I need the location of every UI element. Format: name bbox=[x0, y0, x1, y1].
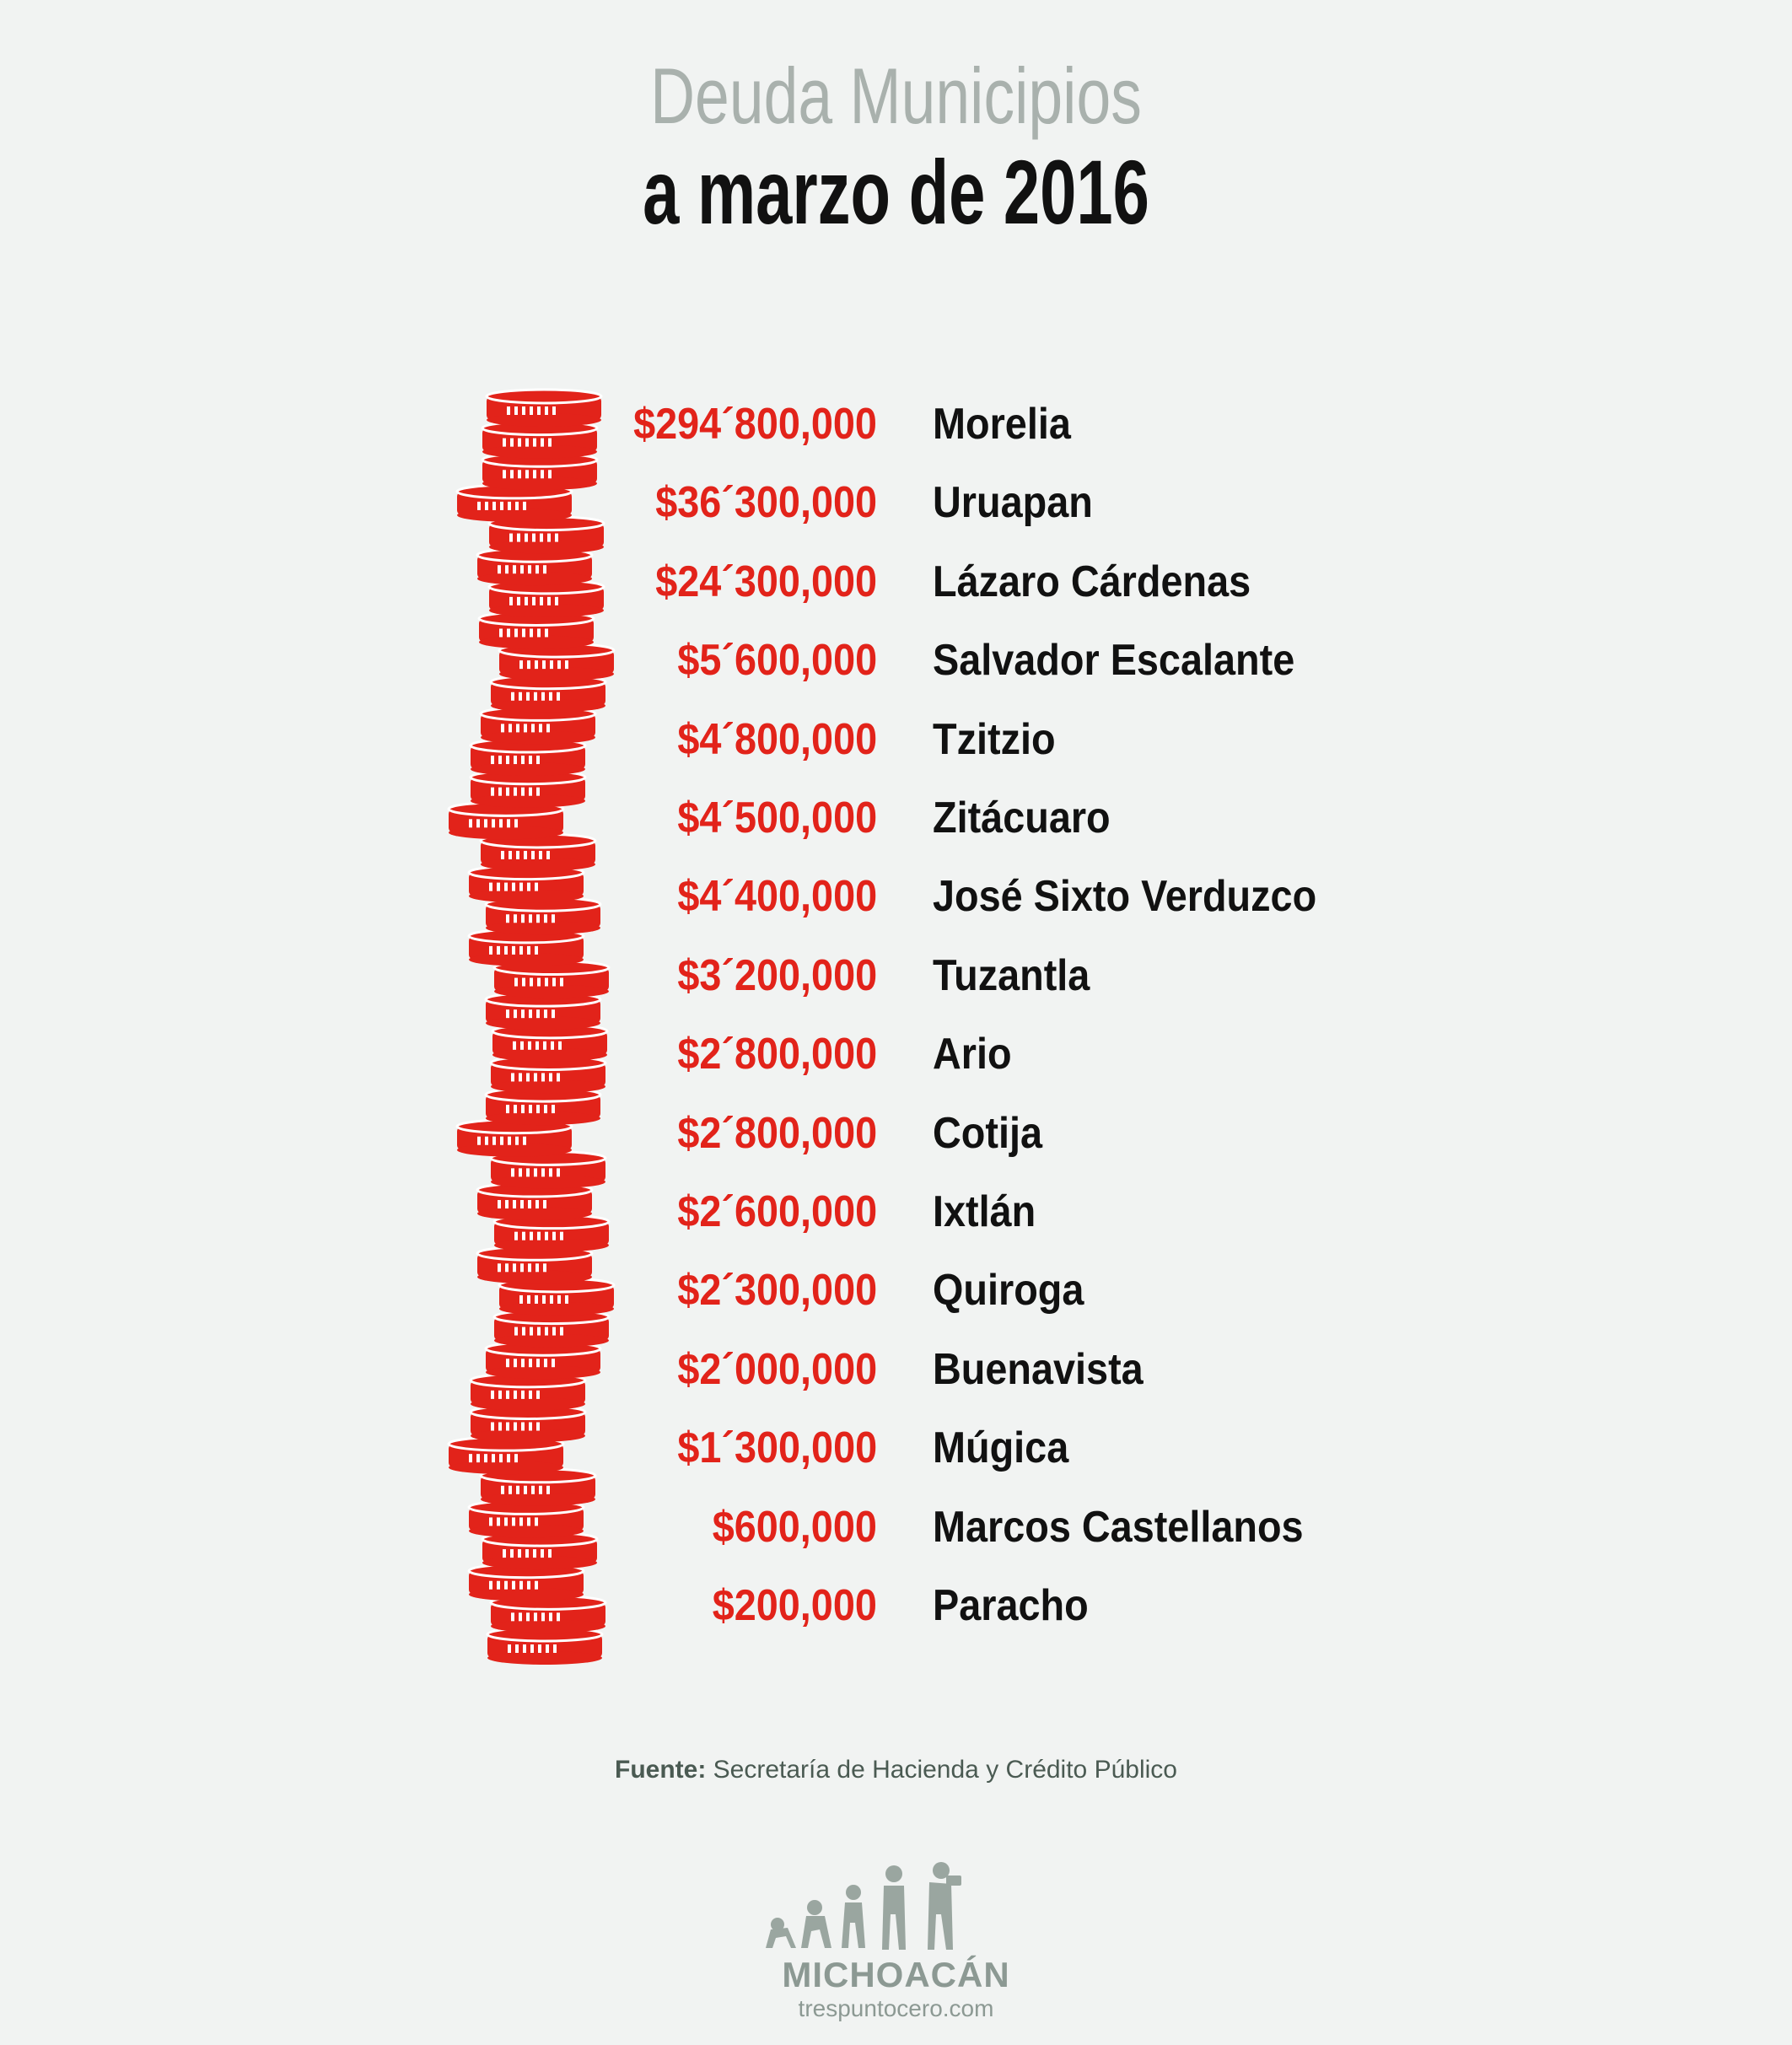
coin-icon bbox=[484, 896, 602, 935]
coin-icon bbox=[476, 546, 594, 586]
coin-icon bbox=[481, 1531, 599, 1570]
municipality-name: Uruapan bbox=[933, 478, 1093, 528]
coin-icon bbox=[485, 388, 603, 427]
coin-icon bbox=[467, 928, 585, 966]
coin-icon bbox=[476, 1181, 594, 1221]
coin-icon bbox=[489, 1149, 607, 1189]
municipality-name: Lázaro Cárdenas bbox=[933, 557, 1251, 606]
source-label: Fuente: bbox=[615, 1756, 707, 1784]
title-line1: Deuda Municipios bbox=[650, 51, 1142, 140]
debt-row: $2´800,000 Cotija bbox=[590, 1104, 1400, 1163]
debt-row: $4´500,000 Zitácuaro bbox=[590, 788, 1400, 848]
debt-row: $2´000,000 Buenavista bbox=[590, 1340, 1400, 1399]
municipality-name: Zitácuaro bbox=[933, 794, 1111, 842]
debt-amount: $5´600,000 bbox=[677, 636, 877, 686]
coin-icon bbox=[479, 705, 597, 745]
source-text: Secretaría de Hacienda y Crédito Público bbox=[713, 1756, 1177, 1784]
debt-amount: $600,000 bbox=[712, 1502, 877, 1552]
title-line2: a marzo de 2016 bbox=[643, 141, 1149, 243]
coin-icon bbox=[486, 1626, 604, 1665]
evolution-logo-icon bbox=[766, 1862, 961, 1950]
debt-row: $2´600,000 Ixtlán bbox=[590, 1182, 1400, 1241]
logo-url: trespuntocero.com bbox=[798, 1995, 994, 2021]
coin-icon bbox=[469, 1372, 587, 1411]
debt-amount: $1´300,000 bbox=[677, 1423, 877, 1473]
coin-icon bbox=[487, 579, 605, 617]
debt-row: $600,000 Marcos Castellanos bbox=[590, 1498, 1400, 1557]
municipality-name: Morelia bbox=[933, 400, 1071, 449]
coin-icon bbox=[498, 642, 616, 681]
debt-amount: $2´800,000 bbox=[677, 1030, 877, 1079]
debt-row: $2´800,000 Ario bbox=[590, 1025, 1400, 1084]
debt-amount: $36´300,000 bbox=[655, 478, 877, 528]
municipality-name: Tuzantla bbox=[933, 950, 1090, 1000]
municipality-name: Múgica bbox=[933, 1423, 1069, 1473]
municipality-name: Cotija bbox=[933, 1108, 1043, 1158]
municipality-name: Salvador Escalante bbox=[933, 636, 1295, 686]
debt-amount: $4´500,000 bbox=[677, 794, 877, 842]
debt-amount: $2´800,000 bbox=[677, 1108, 877, 1158]
source-note: Fuente: Secretaría de Hacienda y Crédito… bbox=[0, 1756, 1792, 1784]
coin-icon bbox=[484, 1340, 602, 1380]
coin-icon bbox=[489, 674, 607, 713]
debt-amount: $2´600,000 bbox=[677, 1187, 877, 1236]
debt-amount: $3´200,000 bbox=[677, 950, 877, 1000]
municipality-name: Ixtlán bbox=[933, 1187, 1036, 1236]
coin-icon bbox=[481, 420, 599, 459]
debt-amount: $2´300,000 bbox=[677, 1266, 877, 1316]
coin-icon bbox=[447, 800, 565, 840]
coin-icon bbox=[469, 769, 587, 808]
coin-icon bbox=[469, 1404, 587, 1443]
debt-row: $24´300,000 Lázaro Cárdenas bbox=[590, 552, 1400, 611]
coin-icon bbox=[489, 1594, 607, 1633]
coin-icon bbox=[447, 1435, 565, 1475]
coin-icon bbox=[479, 1467, 597, 1506]
coin-icon bbox=[467, 1563, 585, 1601]
municipality-name: Paracho bbox=[933, 1581, 1089, 1630]
municipality-name: José Sixto Verduzco bbox=[933, 872, 1317, 922]
coin-icon bbox=[481, 451, 599, 491]
debt-row: $4´800,000 Tzitzio bbox=[590, 710, 1400, 769]
coin-icon bbox=[479, 832, 597, 871]
coin-icon bbox=[477, 610, 595, 649]
debt-amount: $4´400,000 bbox=[677, 872, 877, 922]
coin-icon bbox=[455, 483, 573, 522]
municipality-name: Ario bbox=[933, 1030, 1012, 1079]
municipality-name: Buenavista bbox=[933, 1344, 1144, 1394]
coin-icon bbox=[489, 1054, 607, 1094]
coin-icon bbox=[467, 1499, 585, 1538]
coin-icon bbox=[476, 1245, 594, 1284]
debt-amount: $200,000 bbox=[712, 1581, 877, 1630]
municipality-name: Tzitzio bbox=[933, 714, 1056, 764]
debt-row: $294´800,000 Morelia bbox=[590, 395, 1400, 454]
debt-row: $4´400,000 José Sixto Verduzco bbox=[590, 867, 1400, 926]
debt-amount: $24´300,000 bbox=[655, 557, 877, 606]
debt-row: $1´300,000 Múgica bbox=[590, 1418, 1400, 1477]
logo-name: MICHOACÁN bbox=[782, 1955, 1010, 1994]
debt-amount: $2´000,000 bbox=[677, 1344, 877, 1394]
coin-icon bbox=[487, 515, 605, 554]
coin-icon bbox=[469, 737, 587, 777]
debt-row: $2´300,000 Quiroga bbox=[590, 1261, 1400, 1320]
municipality-name: Marcos Castellanos bbox=[933, 1502, 1304, 1552]
debt-row: $5´600,000 Salvador Escalante bbox=[590, 631, 1400, 690]
municipality-name: Quiroga bbox=[933, 1266, 1084, 1316]
coin-icon bbox=[484, 991, 602, 1031]
debt-amount: $4´800,000 bbox=[677, 714, 877, 764]
coin-icon bbox=[484, 1086, 602, 1126]
debt-amount: $294´800,000 bbox=[633, 400, 877, 449]
debt-row: $200,000 Paracho bbox=[590, 1576, 1400, 1635]
debt-row: $3´200,000 Tuzantla bbox=[590, 946, 1400, 1005]
coin-icon bbox=[455, 1118, 573, 1157]
coin-icon bbox=[467, 864, 585, 903]
debt-row: $36´300,000 Uruapan bbox=[590, 473, 1400, 532]
